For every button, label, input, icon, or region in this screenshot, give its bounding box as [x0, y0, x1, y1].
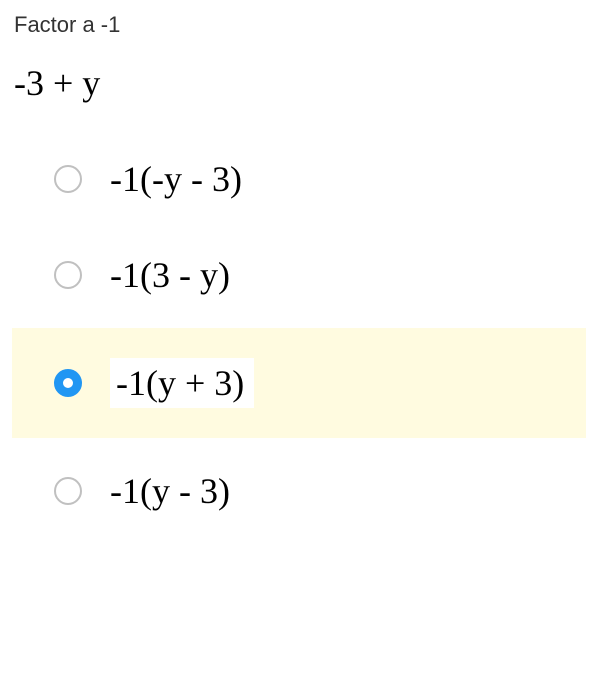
radio-icon[interactable]	[54, 477, 82, 505]
answer-options: -1(-y - 3) -1(3 - y) -1(y + 3) -1(y - 3)	[42, 136, 591, 534]
option-row-1[interactable]: -1(3 - y)	[42, 232, 591, 318]
radio-icon[interactable]	[54, 369, 82, 397]
radio-dot-icon	[63, 378, 73, 388]
option-label: -1(y + 3)	[110, 358, 254, 408]
option-label: -1(-y - 3)	[110, 158, 242, 200]
option-row-2[interactable]: -1(y + 3)	[12, 328, 586, 438]
radio-icon[interactable]	[54, 165, 82, 193]
option-label: -1(y - 3)	[110, 470, 230, 512]
option-row-3[interactable]: -1(y - 3)	[42, 448, 591, 534]
radio-icon[interactable]	[54, 261, 82, 289]
question-expression: -3 + y	[14, 62, 591, 104]
option-row-0[interactable]: -1(-y - 3)	[42, 136, 591, 222]
question-prompt: Factor a -1	[14, 12, 591, 38]
option-label: -1(3 - y)	[110, 254, 230, 296]
